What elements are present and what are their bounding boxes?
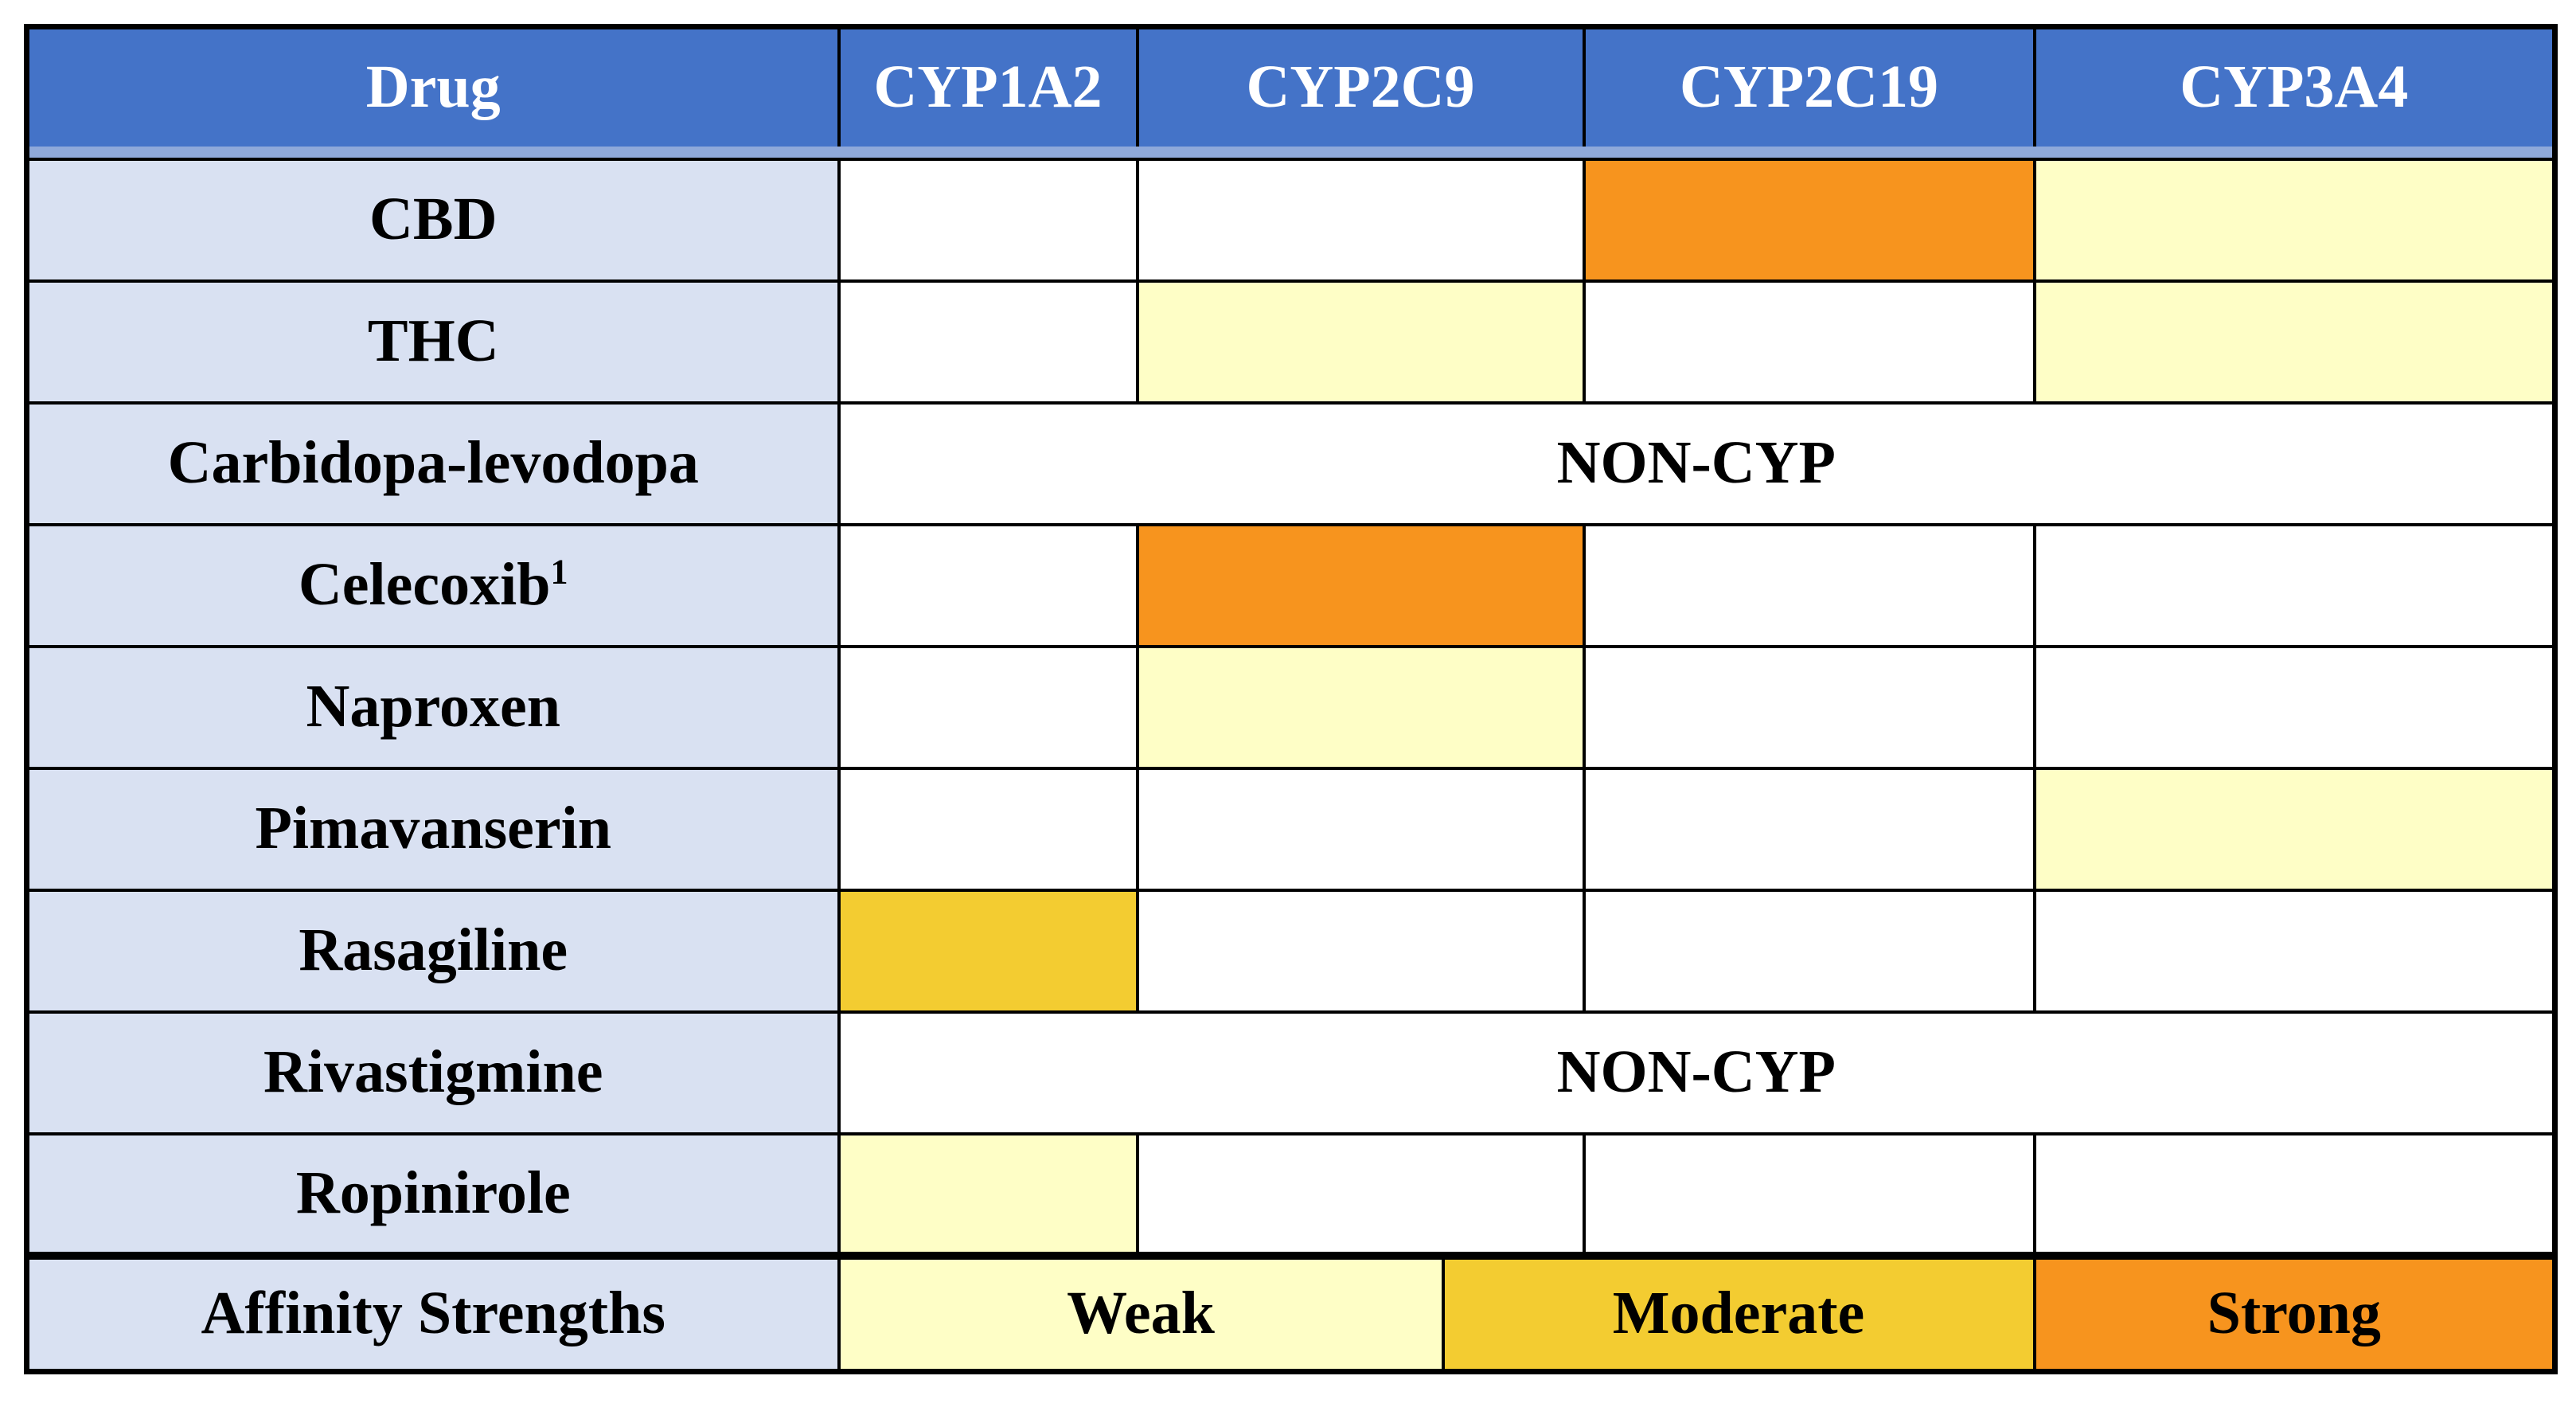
cell-pimavanserin-cyp2c19: [1582, 766, 2036, 892]
legend-moderate-swatch: Moderate: [1441, 1251, 2036, 1374]
legend-title: Affinity Strengths: [25, 1251, 841, 1374]
col-header-cyp3a4: CYP3A4: [2032, 25, 2557, 147]
table-row-carbidopa-levodopa: Carbidopa-levodopa NON-CYP: [25, 401, 2557, 526]
col-header-cyp1a2: CYP1A2: [837, 25, 1139, 147]
cell-pimavanserin-cyp3a4: [2032, 766, 2557, 892]
col-header-cyp2c9: CYP2C9: [1135, 25, 1586, 147]
cell-celecoxib-cyp1a2: [837, 522, 1139, 648]
drug-name-pimavanserin: Pimavanserin: [25, 766, 841, 892]
cell-thc-cyp2c19: [1582, 279, 2036, 405]
cell-celecoxib-cyp2c9: [1135, 522, 1586, 648]
header-underline-band: [26, 146, 2555, 159]
cell-cbd-cyp3a4: [2032, 157, 2557, 283]
cell-thc-cyp2c9: [1135, 279, 1586, 405]
cell-thc-cyp3a4: [2032, 279, 2557, 405]
drug-name-carbidopa-levodopa: Carbidopa-levodopa: [25, 401, 841, 526]
drug-name-rivastigmine: Rivastigmine: [25, 1010, 841, 1135]
cell-rivastigmine-noncyp: NON-CYP: [837, 1010, 2557, 1135]
cell-celecoxib-cyp2c19: [1582, 522, 2036, 648]
legend-weak-swatch: Weak: [837, 1251, 1445, 1374]
drug-name-naproxen: Naproxen: [25, 644, 841, 770]
table-row-celecoxib: Celecoxib1: [25, 522, 2557, 648]
drug-name-cbd: CBD: [25, 157, 841, 283]
cell-rasagiline-cyp2c19: [1582, 888, 2036, 1014]
cell-rasagiline-cyp2c9: [1135, 888, 1586, 1014]
cell-carbidopa-levodopa-noncyp: NON-CYP: [837, 401, 2557, 526]
legend-strong-swatch: Strong: [2032, 1251, 2557, 1374]
cell-pimavanserin-cyp1a2: [837, 766, 1139, 892]
footnote-marker: 1: [550, 552, 568, 592]
cell-cbd-cyp1a2: [837, 157, 1139, 283]
drug-name-thc: THC: [25, 279, 841, 405]
table-row-rivastigmine: Rivastigmine NON-CYP: [25, 1010, 2557, 1135]
table-row-thc: THC: [25, 279, 2557, 405]
cell-naproxen-cyp2c19: [1582, 644, 2036, 770]
table-row-rasagiline: Rasagiline: [25, 888, 2557, 1014]
cell-cbd-cyp2c19: [1582, 157, 2036, 283]
table-row-cbd: CBD: [25, 157, 2557, 283]
cell-rasagiline-cyp3a4: [2032, 888, 2557, 1014]
cell-naproxen-cyp2c9: [1135, 644, 1586, 770]
drug-name-celecoxib: Celecoxib1: [25, 522, 841, 648]
col-header-cyp2c19: CYP2C19: [1582, 25, 2036, 147]
cell-celecoxib-cyp3a4: [2032, 522, 2557, 648]
header-row: Drug CYP1A2 CYP2C9 CYP2C19 CYP3A4: [25, 25, 2557, 147]
header-band-row: [26, 146, 2555, 159]
drug-label: Celecoxib: [298, 551, 551, 619]
cell-ropinirole-cyp1a2: [837, 1132, 1139, 1257]
cell-thc-cyp1a2: [837, 279, 1139, 405]
cell-ropinirole-cyp2c9: [1135, 1132, 1586, 1257]
table-row-naproxen: Naproxen: [25, 644, 2557, 770]
legend-row: Affinity Strengths Weak Moderate Strong: [25, 1251, 2557, 1374]
cell-ropinirole-cyp2c19: [1582, 1132, 2036, 1257]
cell-rasagiline-cyp1a2: [837, 888, 1139, 1014]
table-row-pimavanserin: Pimavanserin: [25, 766, 2557, 892]
cyp-affinity-table: Drug CYP1A2 CYP2C9 CYP2C19 CYP3A4 CBD TH…: [24, 24, 2558, 1374]
drug-name-rasagiline: Rasagiline: [25, 888, 841, 1014]
table-row-ropinirole: Ropinirole: [25, 1132, 2557, 1257]
cell-cbd-cyp2c9: [1135, 157, 1586, 283]
col-header-drug: Drug: [25, 25, 841, 147]
cell-pimavanserin-cyp2c9: [1135, 766, 1586, 892]
drug-name-ropinirole: Ropinirole: [25, 1132, 841, 1257]
cell-naproxen-cyp1a2: [837, 644, 1139, 770]
cell-naproxen-cyp3a4: [2032, 644, 2557, 770]
cell-ropinirole-cyp3a4: [2032, 1132, 2557, 1257]
